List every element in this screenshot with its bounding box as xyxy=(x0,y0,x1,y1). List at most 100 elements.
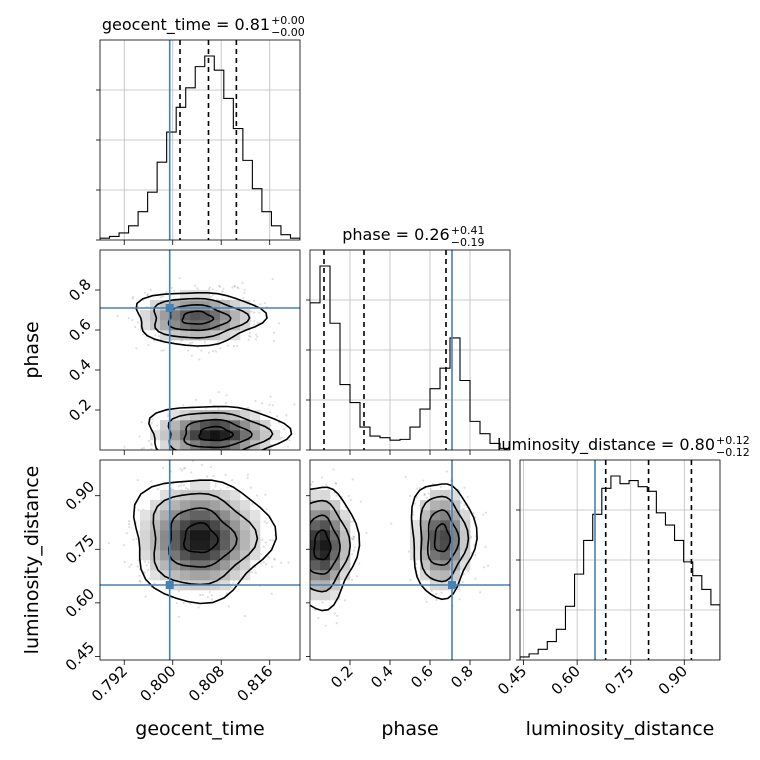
sample-point xyxy=(123,544,126,547)
density-cell xyxy=(330,550,341,561)
x-tick-label: 0.6 xyxy=(407,662,437,692)
density-cell xyxy=(220,310,231,321)
density-cell xyxy=(160,510,171,521)
sample-point xyxy=(292,521,294,523)
sample-point xyxy=(281,436,284,439)
sample-point xyxy=(297,545,299,547)
density-cell xyxy=(410,550,421,561)
panel-title-luminosity_distance: luminosity_distance = 0.80 xyxy=(497,435,715,455)
sample-point xyxy=(252,450,254,452)
sample-point xyxy=(305,546,307,548)
density-cell xyxy=(340,550,351,561)
density-cell xyxy=(320,570,331,581)
density-cell xyxy=(140,310,151,321)
sample-point xyxy=(242,297,245,300)
sample-point xyxy=(231,286,234,289)
density-cell xyxy=(330,520,341,531)
density-cell xyxy=(230,300,241,311)
sample-point xyxy=(349,498,353,501)
sample-point xyxy=(423,492,427,496)
sample-point xyxy=(303,507,305,509)
sample-point xyxy=(305,554,307,556)
sample-point xyxy=(302,552,304,554)
sample-point xyxy=(302,474,304,476)
sample-point xyxy=(267,556,270,559)
sample-point xyxy=(135,347,138,350)
sample-point xyxy=(248,334,251,338)
sample-point xyxy=(296,515,298,517)
density-cell xyxy=(200,330,211,341)
density-cell xyxy=(320,540,331,551)
contour-line xyxy=(419,495,470,583)
sample-point xyxy=(137,559,140,562)
sample-point xyxy=(271,277,274,281)
contour-line xyxy=(167,411,274,450)
density-cell xyxy=(450,500,461,511)
density-cell xyxy=(170,520,181,531)
sample-point xyxy=(352,549,355,552)
sample-point xyxy=(209,399,212,402)
sample-point xyxy=(308,511,310,513)
density-cell xyxy=(200,490,211,501)
density-cell xyxy=(240,510,251,521)
density-cell xyxy=(170,330,181,341)
density-cell xyxy=(450,520,461,531)
density-cell xyxy=(210,520,221,531)
sample-point xyxy=(307,557,309,559)
density-cell xyxy=(190,440,201,450)
y-tick-label: 0.45 xyxy=(62,638,98,674)
density-cell xyxy=(310,560,321,571)
sample-point xyxy=(273,558,276,561)
sample-point xyxy=(412,513,415,516)
density-cell xyxy=(220,500,231,511)
density-cell xyxy=(230,550,241,561)
sample-point xyxy=(271,464,273,466)
sample-point xyxy=(183,466,187,470)
sample-point xyxy=(284,592,286,594)
density-cell xyxy=(200,510,211,521)
density-cell xyxy=(260,440,271,450)
sample-point xyxy=(190,453,192,455)
y-tick-label: 0.4 xyxy=(65,355,95,385)
sample-point xyxy=(292,517,294,519)
sample-point xyxy=(304,537,306,539)
sample-point xyxy=(250,310,253,313)
sample-point xyxy=(136,565,139,568)
density-cell xyxy=(140,530,151,541)
density-cell xyxy=(460,550,471,561)
density-cell xyxy=(260,420,271,431)
contour-line xyxy=(152,492,259,586)
density-cell xyxy=(310,490,321,501)
sample-point xyxy=(256,321,259,324)
x-tick-label: 0.792 xyxy=(88,662,131,705)
sample-point xyxy=(254,333,258,336)
sample-point xyxy=(353,535,356,539)
density-cell xyxy=(440,500,451,511)
sample-point xyxy=(352,520,355,523)
density-cell xyxy=(310,500,321,511)
panel-content xyxy=(100,460,300,660)
sample-point xyxy=(307,565,309,567)
density-cell xyxy=(220,430,231,441)
density-cell xyxy=(460,510,471,521)
sample-point xyxy=(307,531,309,533)
sample-point xyxy=(307,567,309,569)
sample-point xyxy=(136,321,140,324)
histogram-step xyxy=(520,475,720,660)
density-cell xyxy=(250,420,261,431)
sample-point xyxy=(275,453,277,455)
density-cell xyxy=(190,530,201,541)
sample-point xyxy=(252,451,254,453)
histogram-step xyxy=(100,55,300,240)
density-cell xyxy=(230,570,241,581)
sample-point xyxy=(332,468,335,471)
density-cell xyxy=(160,570,171,581)
truth-marker xyxy=(165,581,174,589)
sample-point xyxy=(304,523,306,525)
sample-point xyxy=(249,486,252,489)
sample-point xyxy=(231,479,234,482)
sample-point xyxy=(467,570,470,573)
density-cell xyxy=(270,430,281,441)
sample-point xyxy=(290,554,292,556)
sample-point xyxy=(272,339,276,342)
